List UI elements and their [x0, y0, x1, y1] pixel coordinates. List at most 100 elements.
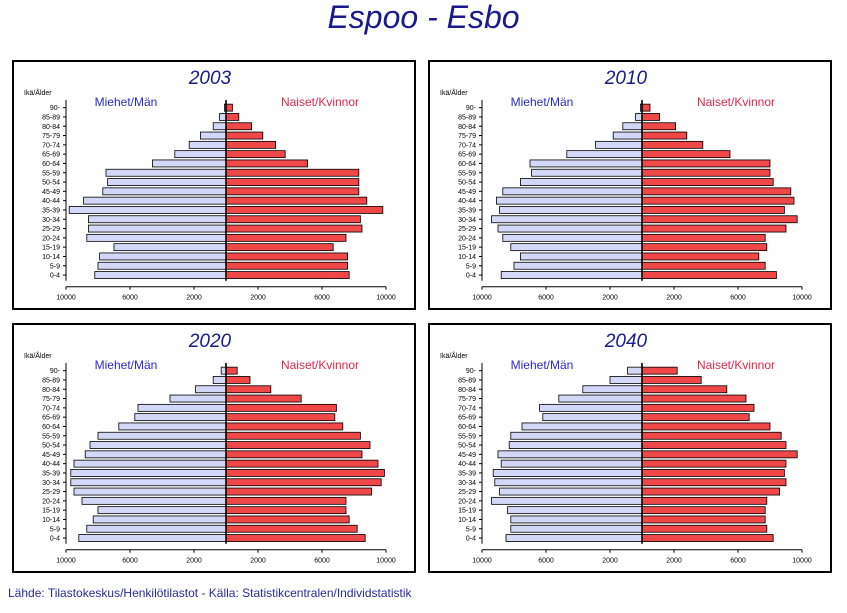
men-bar-30-34: [70, 478, 227, 487]
men-bar-85-89: [219, 113, 227, 121]
age-tick-label: 60-64: [458, 161, 476, 168]
x-tick-label: 2000: [602, 558, 618, 565]
women-bar-65-69: [225, 150, 286, 159]
legend-men-label: Miehet/Män: [95, 358, 158, 372]
men-bar-15-19: [507, 506, 643, 515]
women-bar-40-44: [225, 196, 368, 205]
women-bar-90-: [641, 103, 651, 112]
age-tick-label: 0-4: [50, 273, 60, 280]
age-tick-label: 5-9: [50, 526, 60, 533]
women-bar-0-4: [225, 534, 366, 542]
age-tick-label: 90-: [466, 368, 477, 375]
women-bar-20-24: [641, 233, 766, 242]
women-bar-50-54: [225, 178, 360, 186]
men-bar-25-29: [497, 224, 643, 233]
men-bar-50-54: [89, 441, 227, 449]
age-tick-label: 55-59: [42, 433, 60, 440]
age-tick-label: 90-: [50, 368, 61, 375]
age-tick-label: 90-: [50, 105, 61, 112]
women-bar-80-84: [641, 122, 676, 131]
x-tick-label: 10000: [472, 558, 492, 565]
men-bar-50-54: [508, 441, 643, 449]
men-bar-0-4: [94, 271, 227, 279]
x-tick-label: 2000: [186, 558, 202, 565]
women-bar-45-49: [225, 450, 363, 459]
men-bar-55-59: [531, 168, 643, 177]
age-tick-label: 0-4: [50, 536, 60, 543]
men-bar-65-69: [566, 150, 643, 159]
women-bar-30-34: [641, 478, 787, 487]
age-tick-label: 70-74: [458, 405, 476, 412]
women-bar-25-29: [225, 224, 363, 233]
women-bar-15-19: [641, 243, 768, 252]
women-bar-5-9: [225, 261, 348, 270]
women-bar-80-84: [225, 385, 272, 394]
men-bar-75-79: [199, 131, 227, 140]
men-bar-80-84: [195, 385, 227, 394]
x-tick-label: 10000: [472, 295, 492, 302]
men-bar-15-19: [510, 243, 643, 252]
women-bar-20-24: [225, 496, 347, 505]
age-tick-label: 5-9: [466, 526, 476, 533]
men-bar-40-44: [73, 459, 227, 468]
women-bar-10-14: [641, 515, 766, 524]
x-tick-label: 6000: [314, 295, 330, 302]
women-bar-5-9: [225, 524, 358, 533]
age-tick-label: 10-14: [42, 517, 60, 524]
age-tick-label: 65-69: [42, 415, 60, 422]
women-bar-55-59: [225, 431, 361, 440]
men-bar-40-44: [83, 196, 227, 205]
men-bar-70-74: [137, 403, 227, 412]
women-bar-5-9: [641, 524, 768, 533]
age-tick-label: 60-64: [458, 424, 476, 431]
age-tick-label: 80-84: [458, 124, 476, 131]
age-tick-label: 45-49: [42, 189, 60, 196]
age-tick-label: 35-39: [458, 470, 476, 477]
age-tick-label: 40-44: [458, 461, 476, 468]
women-bar-70-74: [225, 403, 337, 412]
age-tick-label: 55-59: [458, 170, 476, 177]
men-bar-0-4: [500, 271, 643, 279]
women-bar-80-84: [641, 385, 728, 394]
women-bar-65-69: [225, 413, 336, 422]
men-bar-35-39: [492, 469, 643, 477]
pyramid-panel-2010: 2010 Ikä/Ålder Miehet/Män Naiset/Kvinnor 0-4…: [428, 60, 832, 310]
men-bar-35-39: [499, 206, 643, 214]
women-bar-25-29: [225, 487, 373, 496]
age-tick-label: 80-84: [458, 387, 476, 394]
women-bar-15-19: [225, 506, 347, 515]
women-bar-45-49: [225, 187, 360, 196]
x-tick-label: 2000: [186, 295, 202, 302]
age-tick-label: 65-69: [458, 152, 476, 159]
women-bar-50-54: [641, 178, 774, 186]
source-note: Lähde: Tilastokeskus/Henkilötilastot - K…: [8, 586, 412, 600]
women-bar-60-64: [641, 422, 771, 431]
age-tick-label: 85-89: [458, 377, 476, 384]
age-tick-label: 5-9: [466, 263, 476, 270]
age-tick-label: 80-84: [42, 387, 60, 394]
age-tick-label: 65-69: [458, 415, 476, 422]
women-bar-75-79: [641, 394, 747, 403]
age-tick-label: 85-89: [458, 114, 476, 121]
women-bar-35-39: [225, 206, 384, 214]
x-tick-label: 6000: [122, 295, 138, 302]
age-tick-label: 50-54: [458, 180, 476, 187]
pyramid-chart: 2020 Ikä/Ålder Miehet/Män Naiset/Kvinnor 0-4…: [24, 331, 396, 565]
women-bar-65-69: [641, 413, 750, 422]
age-tick-label: 45-49: [458, 189, 476, 196]
age-tick-label: 10-14: [458, 517, 476, 524]
women-bar-90-: [225, 366, 238, 375]
legend-women-label: Naiset/Kvinnor: [281, 95, 359, 109]
men-bar-20-24: [491, 496, 643, 505]
age-tick-label: 20-24: [458, 235, 476, 242]
age-tick-label: 45-49: [458, 452, 476, 459]
men-bar-20-24: [81, 496, 227, 505]
men-bar-80-84: [622, 122, 643, 131]
page-title: Espoo - Esbo: [327, 0, 520, 35]
men-bar-0-4: [505, 534, 643, 542]
women-bar-0-4: [225, 271, 350, 279]
women-bar-35-39: [641, 469, 785, 477]
chart-year-title: 2040: [604, 331, 648, 352]
age-tick-label: 15-19: [42, 245, 60, 252]
age-tick-label: 70-74: [458, 142, 476, 149]
